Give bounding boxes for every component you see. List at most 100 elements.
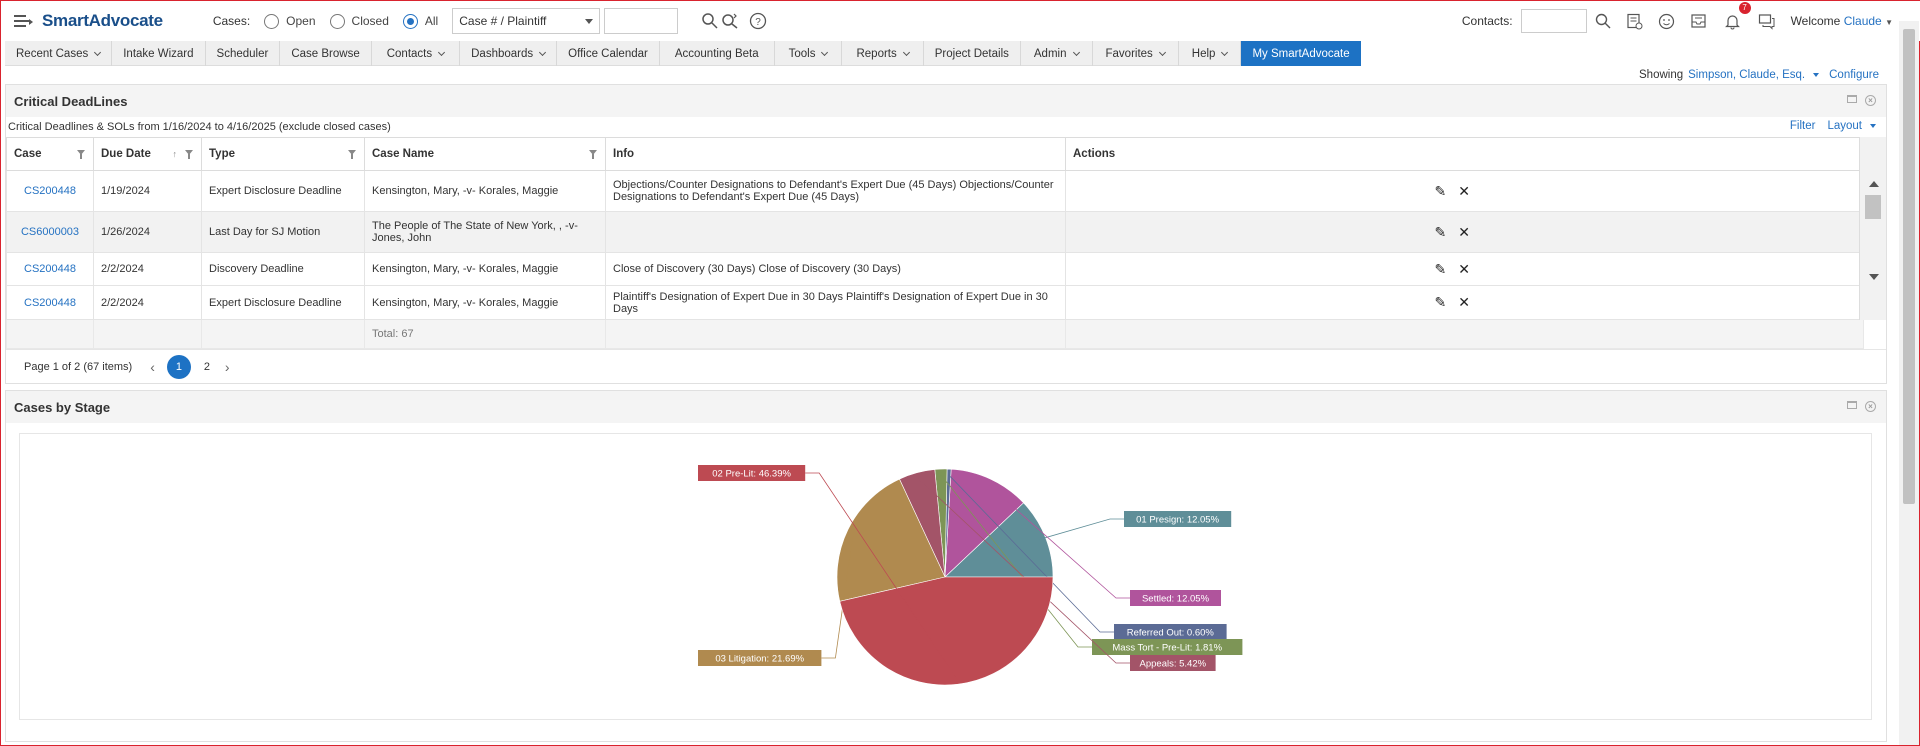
nav-label: Accounting Beta xyxy=(674,47,759,60)
radio-open-circle[interactable] xyxy=(264,13,280,29)
nav-my-smartadvocate[interactable]: My SmartAdvocate xyxy=(1241,41,1361,66)
delete-x-icon[interactable]: ✕ xyxy=(1458,223,1470,240)
pie-leader-line xyxy=(1039,518,1124,540)
nav-reports[interactable]: Reports xyxy=(842,41,924,66)
pie-slice-settled[interactable] xyxy=(944,468,1024,578)
case-link[interactable]: CS200448 xyxy=(6,170,94,212)
chat-icon[interactable] xyxy=(1757,11,1777,31)
inbox-icon[interactable] xyxy=(1689,11,1709,31)
contacts-search-input[interactable] xyxy=(1520,9,1587,33)
hamburger-menu-icon[interactable] xyxy=(14,14,33,28)
page-scrollbar-thumb[interactable] xyxy=(1903,29,1915,504)
grid-vertical-scrollbar[interactable] xyxy=(1859,137,1886,320)
document-icon[interactable] xyxy=(1625,11,1645,31)
filter-icon[interactable] xyxy=(348,150,356,159)
smartadvocate-logo[interactable]: SmartAdvocate xyxy=(42,11,163,30)
pie-slice-01-presign[interactable] xyxy=(944,502,1054,578)
case-search-input[interactable] xyxy=(604,8,679,34)
delete-x-icon[interactable]: ✕ xyxy=(1458,294,1470,310)
panel-controls: × xyxy=(1847,95,1876,106)
case-link[interactable]: CS200448 xyxy=(6,285,94,320)
configure-link[interactable]: Configure xyxy=(1829,69,1879,81)
col-due-date[interactable]: Due Date ↑ xyxy=(93,137,202,171)
nav-admin[interactable]: Admin xyxy=(1021,41,1093,66)
radio-all-circle[interactable] xyxy=(402,13,418,29)
delete-x-icon[interactable]: ✕ xyxy=(1458,260,1470,277)
minimize-icon[interactable] xyxy=(1847,401,1857,409)
smiley-icon[interactable] xyxy=(1657,11,1677,31)
nav-label: Reports xyxy=(856,47,897,60)
close-icon[interactable]: × xyxy=(1865,401,1876,412)
table-row[interactable]: CS200448 1/19/2024 Expert Disclosure Dea… xyxy=(6,170,1864,212)
nav-scheduler[interactable]: Scheduler xyxy=(206,41,281,66)
radio-closed-label: Closed xyxy=(351,14,389,28)
nav-label: Project Details xyxy=(934,47,1009,60)
filter-icon[interactable] xyxy=(77,150,85,159)
nav-contacts[interactable]: Contacts xyxy=(372,41,461,66)
nav-case-browse[interactable]: Case Browse xyxy=(280,41,372,66)
case-search-icon[interactable] xyxy=(700,11,720,31)
page-scrollbar[interactable] xyxy=(1899,21,1919,745)
nav-favorites[interactable]: Favorites xyxy=(1093,41,1179,66)
advanced-search-icon[interactable] xyxy=(720,11,740,31)
nav-dashboards[interactable]: Dashboards xyxy=(460,41,558,66)
close-icon[interactable]: × xyxy=(1865,95,1876,106)
radio-all[interactable]: All xyxy=(402,13,438,29)
scrollbar-thumb[interactable] xyxy=(1865,195,1881,219)
delete-x-icon[interactable]: ✕ xyxy=(1458,182,1470,199)
edit-pencil-icon[interactable]: ✎ xyxy=(1434,182,1447,199)
nav-help[interactable]: Help xyxy=(1179,41,1242,66)
col-case-name[interactable]: Case Name xyxy=(364,137,606,171)
prev-page-icon[interactable]: ‹ xyxy=(150,358,155,375)
chevron-down-icon[interactable] xyxy=(1813,73,1820,77)
nav-project-details[interactable]: Project Details xyxy=(924,41,1021,66)
chevron-down-icon xyxy=(438,48,446,56)
pie-slice-03-litigation[interactable] xyxy=(836,478,946,602)
page-button-1[interactable]: 1 xyxy=(166,354,191,379)
actions-cell: ✎ ✕ xyxy=(1065,170,1864,212)
col-case[interactable]: Case xyxy=(6,137,94,171)
pie-slice-02-pre-lit[interactable] xyxy=(839,576,1054,686)
col-type[interactable]: Type xyxy=(201,137,365,171)
showing-user-select[interactable]: Simpson, Claude, Esq. xyxy=(1688,69,1806,81)
total-spacer xyxy=(6,319,94,349)
case-link[interactable]: CS200448 xyxy=(6,252,94,286)
next-page-icon[interactable]: › xyxy=(224,358,230,375)
edit-pencil-icon[interactable]: ✎ xyxy=(1434,294,1447,310)
layout-menu[interactable]: Layout xyxy=(1827,120,1862,132)
nav-tools[interactable]: Tools xyxy=(775,41,843,66)
nav-intake-wizard[interactable]: Intake Wizard xyxy=(112,41,206,66)
col-info[interactable]: Info xyxy=(605,137,1066,171)
minimize-icon[interactable] xyxy=(1847,95,1857,103)
help-icon[interactable]: ? xyxy=(748,11,768,31)
pie-data-label: 03 Litigation: 21.69% xyxy=(715,654,804,665)
table-row[interactable]: CS6000003 1/26/2024 Last Day for SJ Moti… xyxy=(6,211,1864,253)
nav-recent-cases[interactable]: Recent Cases xyxy=(5,41,113,66)
contacts-search-icon[interactable] xyxy=(1593,11,1613,31)
table-row[interactable]: CS200448 2/2/2024 Discovery Deadline Ken… xyxy=(6,252,1864,286)
radio-open[interactable]: Open xyxy=(264,13,316,29)
chevron-down-icon[interactable] xyxy=(1870,124,1876,128)
scroll-down-arrow-icon[interactable] xyxy=(1869,274,1879,280)
notifications-bell-icon[interactable]: 7 xyxy=(1723,2,1751,31)
radio-closed[interactable]: Closed xyxy=(329,13,389,29)
sort-asc-icon[interactable]: ↑ xyxy=(172,149,178,159)
case-link[interactable]: CS6000003 xyxy=(6,211,94,253)
info-cell: Plaintiff's Designation of Expert Due in… xyxy=(605,285,1066,320)
case-search-type-select[interactable]: Case # / Plaintiff xyxy=(452,8,601,34)
welcome-user-menu[interactable]: Welcome Claude ▼ xyxy=(1791,14,1893,28)
edit-pencil-icon[interactable]: ✎ xyxy=(1434,260,1447,277)
page-button-2[interactable]: 2 xyxy=(203,360,210,373)
filter-link[interactable]: Filter xyxy=(1789,120,1816,132)
filter-icon[interactable] xyxy=(185,150,193,159)
scroll-up-arrow-icon[interactable] xyxy=(1869,181,1879,187)
nav-accounting-beta[interactable]: Accounting Beta xyxy=(660,41,775,66)
radio-closed-circle[interactable] xyxy=(329,13,345,29)
filter-icon[interactable] xyxy=(589,150,597,159)
table-row[interactable]: CS200448 2/2/2024 Expert Disclosure Dead… xyxy=(6,285,1864,320)
nav-label: Case Browse xyxy=(291,47,360,60)
nav-office-calendar[interactable]: Office Calendar xyxy=(557,41,660,66)
edit-pencil-icon[interactable]: ✎ xyxy=(1434,223,1447,240)
pie-label-box xyxy=(698,465,806,481)
total-spacer xyxy=(201,319,365,349)
